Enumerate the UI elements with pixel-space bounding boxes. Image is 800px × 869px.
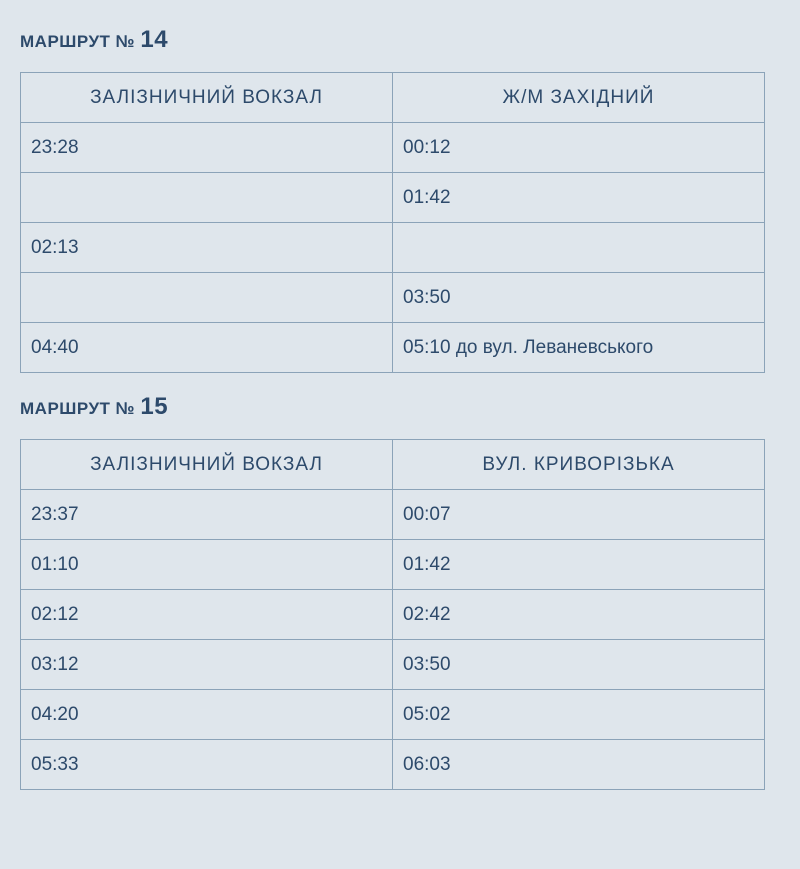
route-section-15: МАРШРУТ № 15 ЗАЛІЗНИЧНИЙ ВОКЗАЛ ВУЛ. КРИ… <box>20 393 780 790</box>
route-title: МАРШРУТ № 15 <box>20 393 780 421</box>
time-cell: 05:02 <box>393 690 765 740</box>
time-cell: 03:50 <box>393 273 765 323</box>
time-cell: 02:42 <box>393 590 765 640</box>
route-title-prefix: МАРШРУТ № <box>20 399 140 418</box>
time-cell: 01:42 <box>393 173 765 223</box>
table-row: 02:13 <box>21 223 765 273</box>
time-cell: 03:12 <box>21 640 393 690</box>
table-row: 01:42 <box>21 173 765 223</box>
time-cell: 05:33 <box>21 740 393 790</box>
time-cell <box>21 173 393 223</box>
table-header-row: ЗАЛІЗНИЧНИЙ ВОКЗАЛ Ж/М ЗАХІДНИЙ <box>21 73 765 123</box>
time-cell: 23:37 <box>21 490 393 540</box>
table-row: 03:12 03:50 <box>21 640 765 690</box>
table-row: 02:12 02:42 <box>21 590 765 640</box>
time-cell: 23:28 <box>21 123 393 173</box>
time-cell: 06:03 <box>393 740 765 790</box>
time-cell: 01:42 <box>393 540 765 590</box>
table-row: 04:40 05:10 до вул. Леваневського <box>21 323 765 373</box>
route-title: МАРШРУТ № 14 <box>20 26 780 54</box>
time-cell: 04:20 <box>21 690 393 740</box>
time-cell: 00:12 <box>393 123 765 173</box>
table-row: 23:28 00:12 <box>21 123 765 173</box>
time-cell: 04:40 <box>21 323 393 373</box>
time-cell: 02:12 <box>21 590 393 640</box>
schedule-table-15: ЗАЛІЗНИЧНИЙ ВОКЗАЛ ВУЛ. КРИВОРІЗЬКА 23:3… <box>20 439 765 790</box>
time-cell <box>21 273 393 323</box>
table-row: 03:50 <box>21 273 765 323</box>
table-row: 01:10 01:42 <box>21 540 765 590</box>
route-number: 15 <box>140 393 168 420</box>
column-header: ЗАЛІЗНИЧНИЙ ВОКЗАЛ <box>21 440 393 490</box>
time-cell: 05:10 до вул. Леваневського <box>393 323 765 373</box>
column-header: ВУЛ. КРИВОРІЗЬКА <box>393 440 765 490</box>
route-title-prefix: МАРШРУТ № <box>20 32 140 51</box>
time-cell: 01:10 <box>21 540 393 590</box>
table-row: 04:20 05:02 <box>21 690 765 740</box>
route-number: 14 <box>140 26 168 53</box>
schedule-table-14: ЗАЛІЗНИЧНИЙ ВОКЗАЛ Ж/М ЗАХІДНИЙ 23:28 00… <box>20 72 765 373</box>
table-header-row: ЗАЛІЗНИЧНИЙ ВОКЗАЛ ВУЛ. КРИВОРІЗЬКА <box>21 440 765 490</box>
time-cell: 00:07 <box>393 490 765 540</box>
time-cell <box>393 223 765 273</box>
table-row: 23:37 00:07 <box>21 490 765 540</box>
column-header: Ж/М ЗАХІДНИЙ <box>393 73 765 123</box>
time-cell: 02:13 <box>21 223 393 273</box>
route-section-14: МАРШРУТ № 14 ЗАЛІЗНИЧНИЙ ВОКЗАЛ Ж/М ЗАХІ… <box>20 26 780 373</box>
table-row: 05:33 06:03 <box>21 740 765 790</box>
time-cell: 03:50 <box>393 640 765 690</box>
column-header: ЗАЛІЗНИЧНИЙ ВОКЗАЛ <box>21 73 393 123</box>
